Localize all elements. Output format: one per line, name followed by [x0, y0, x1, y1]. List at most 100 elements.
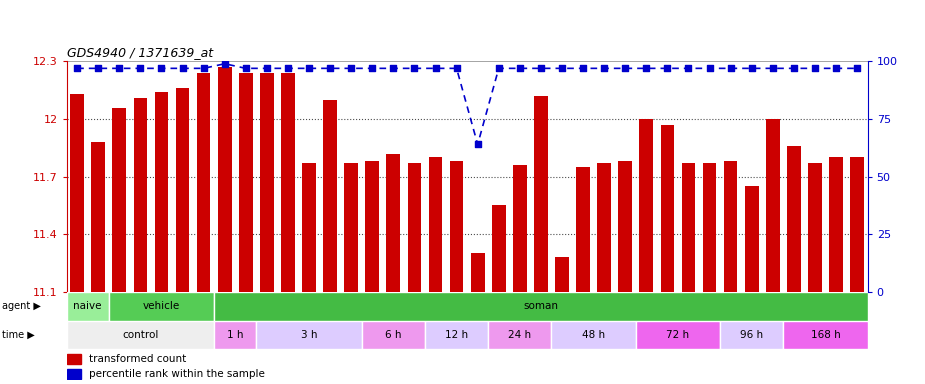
Point	[91, 65, 105, 71]
Text: GDS4940 / 1371639_at: GDS4940 / 1371639_at	[67, 46, 213, 59]
Point	[681, 65, 696, 71]
Point	[112, 65, 127, 71]
Point	[618, 65, 633, 71]
Bar	[154, 92, 168, 292]
Bar	[534, 96, 548, 292]
Point	[597, 65, 611, 71]
Bar	[660, 125, 674, 292]
Bar	[344, 163, 358, 292]
Bar	[218, 67, 231, 292]
Point	[196, 65, 211, 71]
Bar	[682, 163, 696, 292]
Text: 168 h: 168 h	[810, 330, 841, 340]
Point	[575, 65, 590, 71]
Bar	[850, 157, 864, 292]
Point	[239, 65, 253, 71]
Point	[450, 65, 464, 71]
Point	[154, 65, 169, 71]
Bar	[197, 73, 211, 292]
Text: 96 h: 96 h	[740, 330, 763, 340]
Bar	[766, 119, 780, 292]
Bar	[619, 161, 632, 292]
Text: 12 h: 12 h	[445, 330, 468, 340]
Bar	[133, 98, 147, 292]
Point	[765, 65, 780, 71]
Point	[660, 65, 675, 71]
Text: vehicle: vehicle	[142, 301, 180, 311]
Bar	[635, 321, 720, 349]
Text: 72 h: 72 h	[666, 330, 689, 340]
Bar	[639, 119, 653, 292]
Point	[786, 65, 801, 71]
Bar	[576, 167, 590, 292]
Bar	[302, 163, 315, 292]
Bar	[720, 321, 783, 349]
Text: agent ▶: agent ▶	[2, 301, 41, 311]
Bar	[256, 321, 362, 349]
Bar	[387, 154, 401, 292]
Point	[280, 65, 295, 71]
Bar	[67, 354, 81, 364]
Bar	[471, 253, 485, 292]
Point	[175, 65, 190, 71]
Bar	[808, 163, 821, 292]
Bar	[783, 321, 868, 349]
Bar	[425, 321, 488, 349]
Bar	[492, 205, 506, 292]
Bar	[703, 163, 716, 292]
Point	[407, 65, 422, 71]
Text: control: control	[122, 330, 158, 340]
Text: 3 h: 3 h	[301, 330, 317, 340]
Point	[512, 65, 527, 71]
Bar	[70, 94, 84, 292]
Text: naive: naive	[73, 301, 102, 311]
Point	[723, 65, 738, 71]
Bar	[239, 73, 253, 292]
Point	[69, 65, 84, 71]
Bar	[555, 257, 569, 292]
Bar	[513, 165, 526, 292]
Point	[829, 65, 844, 71]
Text: percentile rank within the sample: percentile rank within the sample	[89, 369, 265, 379]
Bar	[450, 161, 463, 292]
Point	[639, 65, 654, 71]
Point	[364, 65, 379, 71]
Point	[850, 65, 865, 71]
Point	[745, 65, 759, 71]
Point	[534, 65, 549, 71]
Bar	[408, 163, 421, 292]
Bar	[67, 321, 215, 349]
Point	[702, 65, 717, 71]
Bar	[598, 163, 611, 292]
Point	[323, 65, 338, 71]
Text: 48 h: 48 h	[582, 330, 605, 340]
Point	[133, 65, 148, 71]
Text: transformed count: transformed count	[89, 354, 186, 364]
Point	[386, 65, 401, 71]
Text: 24 h: 24 h	[508, 330, 531, 340]
Text: time ▶: time ▶	[2, 330, 34, 340]
Bar	[428, 157, 442, 292]
Point	[217, 61, 232, 67]
Point	[344, 65, 359, 71]
Point	[428, 65, 443, 71]
Bar	[92, 142, 105, 292]
Bar	[176, 88, 190, 292]
Point	[555, 65, 570, 71]
Bar	[488, 321, 551, 349]
Bar	[113, 108, 126, 292]
Point	[808, 65, 822, 71]
Point	[470, 141, 485, 147]
Bar	[109, 292, 215, 321]
Bar	[281, 73, 295, 292]
Bar	[215, 292, 868, 321]
Bar	[829, 157, 843, 292]
Text: 6 h: 6 h	[385, 330, 401, 340]
Point	[259, 65, 275, 71]
Text: 1 h: 1 h	[227, 330, 243, 340]
Point	[302, 65, 316, 71]
Bar	[67, 369, 81, 379]
Bar	[745, 186, 758, 292]
Text: soman: soman	[524, 301, 559, 311]
Bar	[365, 161, 379, 292]
